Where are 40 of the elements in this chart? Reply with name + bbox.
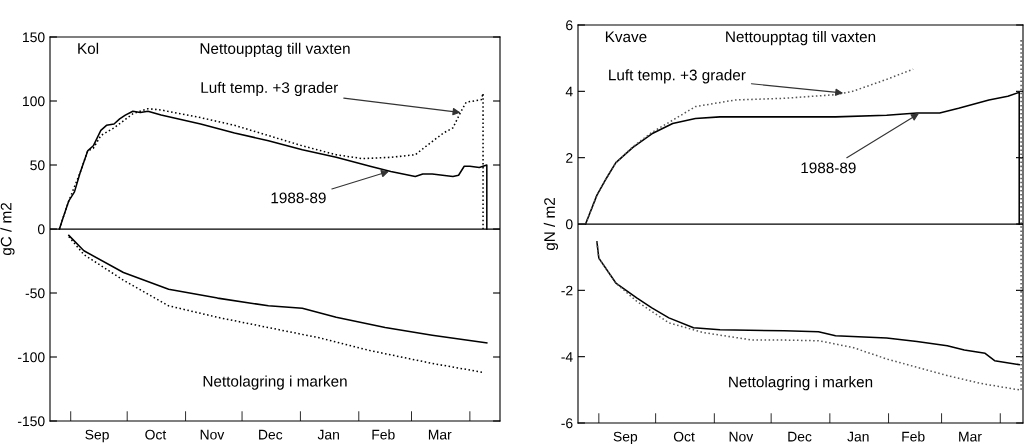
y-tick-label: 150 (23, 32, 45, 43)
x-tick-label: Jan (847, 431, 869, 442)
x-tick-label: Sep (613, 431, 638, 444)
chart-title: Kol (78, 42, 99, 54)
y-axis-title: gN / m2 (543, 198, 559, 251)
y-tick-label: -150 (17, 416, 45, 427)
x-tick-label: Mar (959, 431, 982, 442)
y-tick-label: -50 (25, 288, 45, 299)
y-tick-label: 6 (566, 20, 573, 31)
annotation: 1988-89 (801, 162, 856, 174)
y-tick-label: -2 (561, 285, 573, 296)
y-tick-label: 0 (37, 224, 45, 235)
y-tick-label: -6 (561, 418, 573, 429)
annotation: Luft temp. +3 grader (201, 81, 338, 97)
x-tick-label: Dec (259, 429, 283, 440)
x-tick-label: Nov (200, 429, 225, 440)
y-tick-label: 50 (30, 160, 45, 171)
annotation: 1988-89 (271, 192, 326, 204)
y-tick-label: 4 (565, 86, 573, 97)
y-tick-label: 100 (23, 96, 45, 107)
x-tick-label: Dec (788, 431, 812, 442)
y-tick-label: 2 (566, 153, 573, 163)
x-tick-label: Mar (428, 429, 452, 440)
x-tick-label: Sep (85, 429, 109, 443)
y-tick-label: -4 (561, 352, 573, 362)
x-tick-label: Jan (317, 429, 339, 440)
y-tick-label: 0 (565, 219, 573, 230)
x-tick-label: Feb (902, 431, 925, 442)
annotation: Nettoupptag till vaxten (200, 42, 350, 57)
annotation: Nettolagring i marken (729, 376, 873, 391)
annotation: Nettolagring i marken (203, 375, 347, 390)
y-tick-label: -100 (17, 352, 45, 363)
x-tick-label: Nov (729, 431, 754, 442)
annotation: Luft temp. +3 grader (609, 69, 746, 84)
x-tick-label: Oct (145, 429, 167, 440)
chart-title: Kvave (605, 31, 647, 43)
y-axis-title: gC / m2 (0, 203, 15, 256)
annotation: Nettoupptag till vaxten (726, 30, 876, 46)
x-tick-label: Feb (372, 429, 395, 440)
x-tick-label: Oct (673, 431, 695, 442)
